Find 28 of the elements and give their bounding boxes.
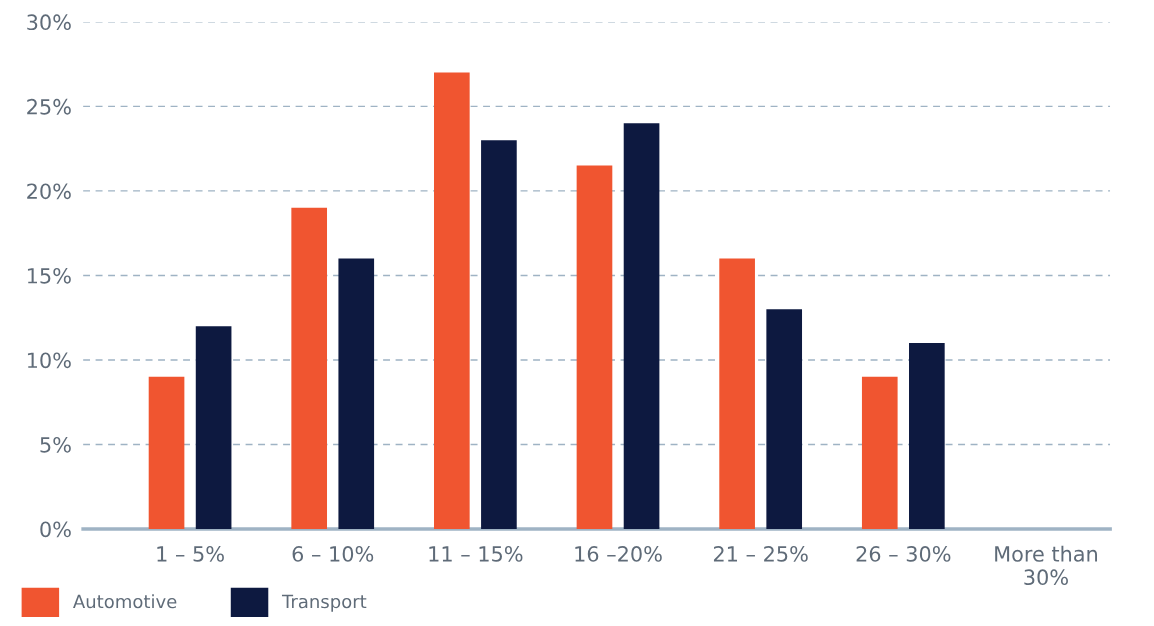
- bar: [338, 258, 375, 529]
- y-tick-label: 0%: [40, 521, 71, 538]
- bar: [766, 309, 803, 529]
- x-tick-label: 11 – 15%: [429, 546, 523, 562]
- bar: [148, 376, 185, 529]
- y-tick-label: 25%: [27, 98, 71, 115]
- bar: [719, 258, 755, 529]
- bar: [434, 72, 470, 529]
- legend-label: Transport: [281, 594, 367, 612]
- bar: [576, 165, 613, 529]
- x-tick-label: 1 – 5%: [157, 546, 224, 562]
- y-tick-label: 15%: [27, 267, 71, 284]
- y-tick-label: 20%: [27, 183, 71, 200]
- bar: [623, 123, 660, 529]
- y-tick-label: 10%: [27, 352, 71, 369]
- x-tick-label: 21 – 25%: [713, 546, 808, 562]
- x-tick-label: 6 – 10%: [292, 546, 374, 562]
- bar: [481, 140, 517, 529]
- x-tick-label: 16 –20%: [575, 546, 662, 562]
- y-tick-label: 5%: [40, 436, 71, 453]
- x-tick-label: More than 30%: [995, 545, 1097, 586]
- x-tick-label: 26 – 30%: [856, 546, 951, 562]
- bar: [909, 343, 945, 529]
- legend-label: Automotive: [73, 594, 177, 609]
- bar: [291, 207, 328, 529]
- y-tick-label: 30%: [27, 14, 71, 31]
- bar: [195, 326, 232, 529]
- bar: [861, 376, 898, 529]
